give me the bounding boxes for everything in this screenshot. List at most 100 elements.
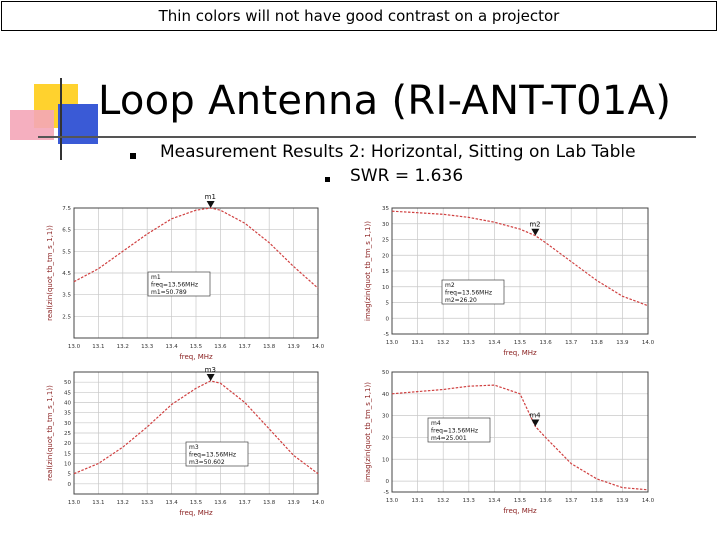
marker-triangle: [531, 228, 540, 236]
y-tick-label: 20: [64, 441, 71, 447]
y-tick-label: 2.5: [62, 314, 71, 320]
y-tick-label: 30: [64, 421, 71, 427]
projector-warning-banner: Thin colors will not have good contrast …: [1, 1, 717, 31]
marker-readout-box: [427, 417, 491, 443]
decor-blue-square: [58, 104, 98, 144]
x-tick-label: 13.3: [463, 498, 476, 504]
bullet-marker: [130, 153, 136, 159]
chart-imag-zin-top: 13.0 13.1 13.2 13.3 13.4 13.5 13.6 13.7 13.8 13.9…: [364, 206, 655, 357]
y-tick-label: -5: [384, 332, 390, 338]
marker-readout-text: m4: [431, 420, 441, 427]
y-tick-label: 0: [386, 316, 390, 322]
marker-label: m3: [205, 366, 216, 374]
x-tick-label: 13.7: [565, 498, 578, 504]
x-tick-label: 13.1: [411, 340, 423, 346]
marker-readout-box: [185, 441, 249, 467]
series-line: [73, 207, 319, 289]
y-tick-label: 35: [382, 206, 389, 212]
plot-frame: [391, 207, 649, 335]
y-tick-label: 20: [382, 435, 389, 441]
y-tick-label: 15: [64, 451, 71, 457]
marker-readout-box: [147, 271, 211, 297]
y-tick-label: 4.5: [62, 271, 71, 277]
marker-label: m1: [205, 193, 216, 201]
chart-real-zin-bottom: 13.0 13.1 13.2 13.3 13.4 13.5 13.6 13.7 13.8 13.9…: [46, 366, 325, 517]
y-tick-label: 40: [382, 392, 389, 398]
x-tick-label: 14.0: [312, 344, 325, 350]
x-axis-label: freq, MHz: [179, 509, 213, 517]
y-tick-label: 35: [64, 411, 71, 417]
y-tick-label: 50: [64, 380, 71, 386]
bullet-marker: [325, 177, 330, 182]
x-tick-label: 13.8: [591, 498, 604, 504]
x-tick-label: 13.1: [411, 498, 423, 504]
y-tick-label: 40: [64, 401, 71, 407]
marker-readout-text: m2: [445, 282, 455, 289]
x-tick-label: 14.0: [642, 340, 655, 346]
plot-frame: [73, 371, 319, 495]
chart-real-zin-top: 13.0 13.1 13.2 13.3 13.4 13.5 13.6 13.7 13.8 13.9…: [46, 193, 325, 361]
title-underline: [38, 136, 696, 138]
chart-imag-zin-bottom: 13.0 13.1 13.2 13.3 13.4 13.5 13.6 13.7 13.8 13.9…: [364, 370, 655, 515]
x-tick-label: 13.6: [214, 344, 227, 350]
slide-title: Loop Antenna (RI-ANT-T01A): [98, 78, 672, 124]
y-tick-label: 50: [382, 370, 389, 376]
x-tick-label: 13.7: [239, 344, 252, 350]
y-tick-label: 5.5: [62, 249, 71, 255]
y-tick-label: 6.5: [62, 228, 71, 234]
marker-triangle: [531, 419, 540, 427]
x-tick-label: 13.5: [514, 498, 527, 504]
series-line: [73, 380, 319, 475]
y-axis-label: imag(zin(quot_tb_tm_s_1,1)): [364, 382, 372, 482]
y-axis-label: imag(zin(quot_tb_tm_s_1,1)): [364, 221, 372, 321]
x-tick-label: 13.7: [565, 340, 578, 346]
y-tick-label: 45: [64, 390, 71, 396]
y-tick-label: 10: [382, 285, 389, 291]
bullet-text-measurement: Measurement Results 2: Horizontal, Sitti…: [160, 142, 636, 162]
x-tick-label: 13.6: [539, 498, 552, 504]
y-tick-label: -5: [384, 490, 390, 496]
y-axis-label: real(zin(quot_tb_tm_s_1,1)): [46, 225, 54, 321]
x-tick-label: 13.8: [263, 500, 276, 506]
x-axis-label: freq, MHz: [503, 507, 537, 515]
marker-readout-text: m1=50.789: [151, 289, 187, 296]
y-tick-label: 30: [382, 414, 389, 420]
marker-triangle: [206, 201, 215, 208]
y-tick-label: 25: [64, 431, 71, 437]
x-tick-label: 13.4: [165, 500, 178, 506]
plot-frame: [73, 207, 319, 339]
y-tick-label: 30: [382, 222, 389, 228]
y-axis-label: real(zin(quot_tb_tm_s_1,1)): [46, 385, 54, 481]
marker-readout-text: freq=13.56MHz: [189, 452, 236, 459]
x-tick-label: 13.9: [616, 498, 629, 504]
y-tick-label: 5: [68, 472, 72, 478]
y-tick-label: 25: [382, 238, 389, 244]
x-tick-label: 13.5: [514, 340, 527, 346]
marker-readout-text: m3=50.602: [189, 459, 225, 466]
marker-readout-box: [441, 279, 505, 305]
y-tick-label: 10: [64, 462, 71, 468]
x-tick-label: 13.7: [239, 500, 252, 506]
x-tick-label: 13.0: [68, 500, 81, 506]
y-tick-label: 0: [386, 479, 390, 485]
marker-label: m2: [529, 221, 540, 229]
series-line: [391, 210, 649, 307]
marker-readout-text: m4=25.001: [431, 435, 467, 442]
x-tick-label: 13.4: [488, 340, 501, 346]
y-tick-label: 5: [386, 301, 390, 307]
marker-readout-text: freq=13.56MHz: [445, 290, 492, 297]
plot-frame: [391, 371, 649, 493]
marker-triangle: [206, 373, 215, 381]
y-tick-label: 0: [68, 482, 72, 488]
marker-readout-text: m2=26.20: [445, 297, 477, 304]
x-tick-label: 13.2: [437, 498, 449, 504]
x-tick-label: 13.2: [437, 340, 449, 346]
x-tick-label: 13.3: [463, 340, 476, 346]
x-tick-label: 13.6: [539, 340, 552, 346]
x-tick-label: 13.2: [117, 500, 129, 506]
x-tick-label: 13.6: [214, 500, 227, 506]
x-tick-label: 13.4: [488, 498, 501, 504]
marker-readout-text: freq=13.56MHz: [431, 428, 478, 435]
y-tick-label: 10: [382, 457, 389, 463]
x-tick-label: 13.9: [616, 340, 629, 346]
